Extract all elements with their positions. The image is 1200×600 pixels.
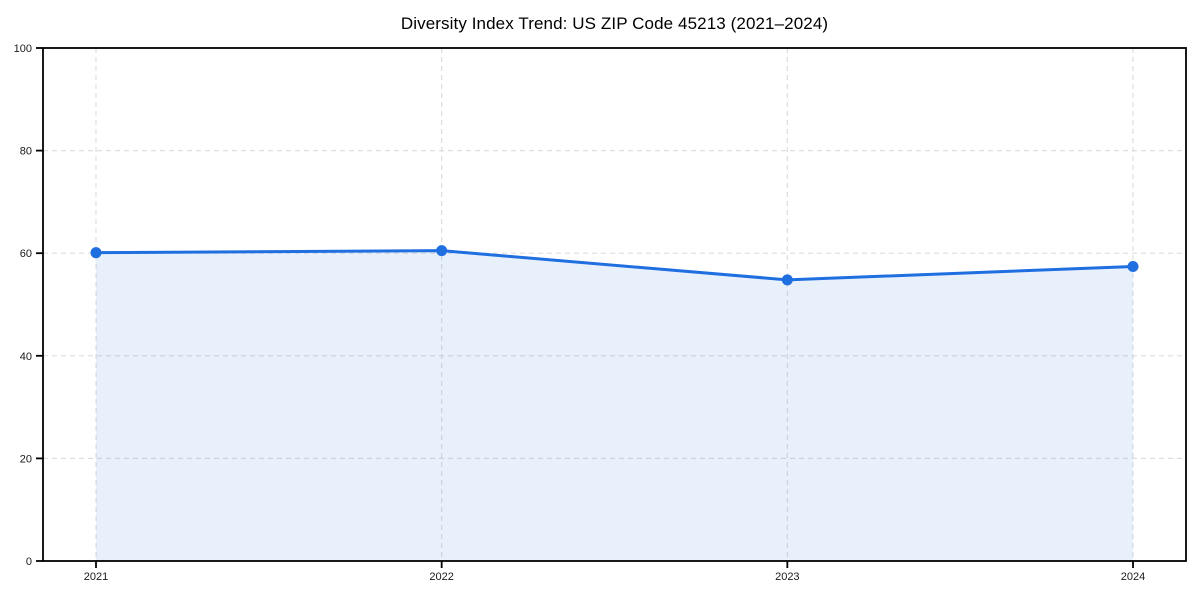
area-fill [96, 250, 1133, 561]
data-point-2021 [90, 247, 102, 259]
data-point-2023 [781, 274, 793, 286]
x-tick-label: 2023 [775, 571, 799, 583]
x-tick-label: 2024 [1121, 571, 1145, 583]
y-tick-label: 20 [20, 453, 32, 465]
trend-line [94, 249, 1135, 282]
chart-title: Diversity Index Trend: US ZIP Code 45213… [400, 14, 829, 33]
data-point-2022 [436, 245, 448, 257]
data-point-2024 [1127, 261, 1139, 273]
x-tick-label: 2022 [429, 571, 453, 583]
x-tick-label: 2021 [84, 571, 108, 583]
y-tick-label: 60 [20, 248, 32, 260]
y-tick-label: 0 [26, 556, 32, 568]
plot-border [42, 47, 1187, 562]
y-tick-label: 100 [14, 43, 32, 55]
y-tick-label: 80 [20, 146, 32, 158]
y-tick-label: 40 [20, 351, 32, 363]
